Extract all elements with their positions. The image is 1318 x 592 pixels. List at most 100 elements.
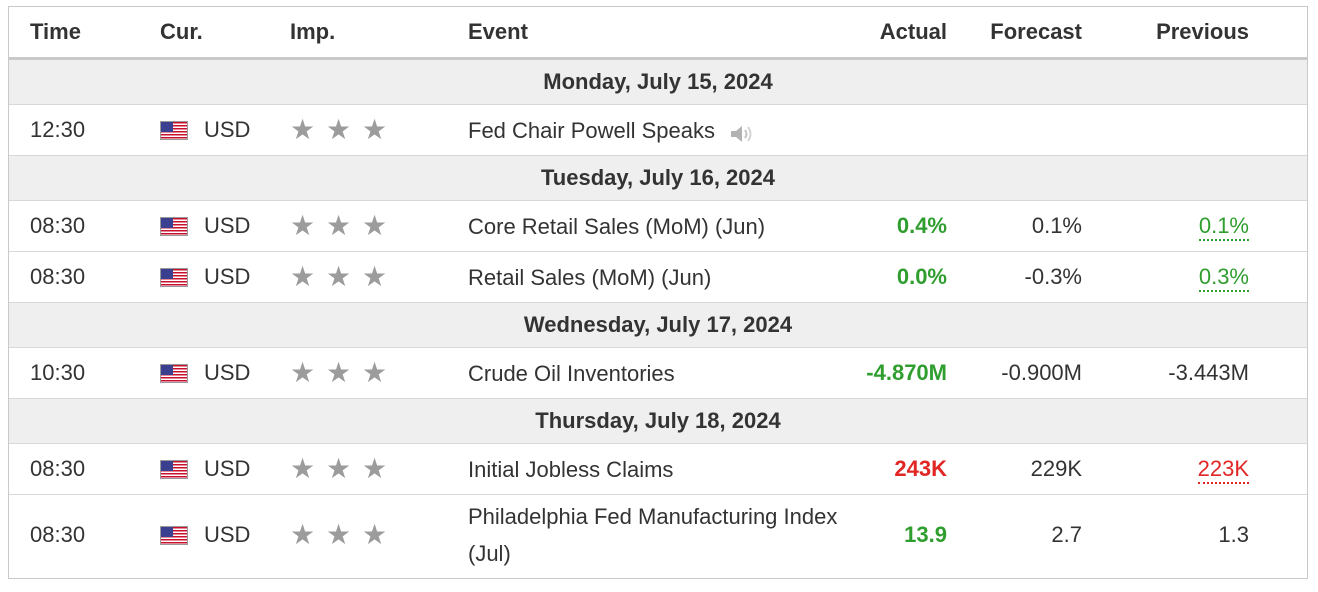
event-row[interactable]: 08:30 USD ★ ★ ★ Philadelphia Fed Manufacturin… — [9, 495, 1307, 576]
event-forecast-cell: 2.7 — [947, 495, 1082, 576]
event-forecast: -0.900M — [1001, 360, 1082, 385]
event-currency-cell: USD — [160, 251, 290, 303]
row-spacer — [1249, 443, 1307, 495]
event-forecast: 0.1% — [1031, 213, 1082, 238]
date-label: Wednesday, July 17, 2024 — [9, 302, 1307, 348]
column-header-previous[interactable]: Previous — [1082, 7, 1249, 60]
event-actual: 0.0% — [896, 264, 947, 289]
date-row: Monday, July 15, 2024 — [9, 58, 1307, 105]
us-flag-icon — [160, 267, 188, 287]
event-previous[interactable]: 0.3% — [1198, 264, 1249, 292]
calendar-body: Monday, July 15, 2024 12:30 USD ★ ★ ★ Fed Chai… — [9, 58, 1307, 576]
calendar-table: Time Cur. Imp. Event Actual Forecast Pre… — [9, 7, 1307, 576]
event-actual-cell: 13.9 — [848, 495, 947, 576]
event-name[interactable]: Philadelphia Fed Manufacturing Index (Ju… — [468, 504, 838, 566]
event-previous: 1.3 — [1218, 522, 1249, 547]
event-name[interactable]: Fed Chair Powell Speaks — [468, 117, 716, 143]
column-header-event[interactable]: Event — [468, 7, 848, 60]
event-forecast-cell: -0.3% — [947, 251, 1082, 303]
speaker-icon[interactable] — [729, 119, 755, 142]
event-time: 08:30 — [30, 522, 86, 547]
importance-star-icon: ★ — [362, 518, 388, 551]
importance-star-icon: ★ — [362, 452, 388, 485]
event-row[interactable]: 10:30 USD ★ ★ ★ Crude Oil Inventories -4.870M -… — [9, 347, 1307, 399]
event-currency: USD — [204, 213, 251, 238]
importance-star-icon: ★ — [362, 113, 388, 146]
event-actual: 243K — [894, 456, 947, 481]
row-spacer — [1249, 104, 1307, 156]
event-importance: ★ ★ ★ — [290, 104, 468, 156]
event-row[interactable]: 12:30 USD ★ ★ ★ Fed Chair Powell Speaks — [9, 104, 1307, 156]
date-row: Tuesday, July 16, 2024 — [9, 155, 1307, 201]
importance-star-icon: ★ — [290, 452, 316, 485]
importance-star-icon: ★ — [326, 260, 352, 293]
event-currency-cell: USD — [160, 443, 290, 495]
event-time: 12:30 — [9, 104, 160, 156]
event-name-cell: Retail Sales (MoM) (Jun) — [468, 251, 848, 303]
event-forecast: 229K — [1030, 456, 1082, 481]
us-flag-icon — [160, 459, 188, 479]
row-spacer — [1249, 251, 1307, 303]
importance-star-icon: ★ — [362, 356, 388, 389]
column-header-actual[interactable]: Actual — [848, 7, 947, 60]
event-actual-cell — [848, 104, 947, 156]
row-spacer — [1249, 495, 1307, 576]
us-flag-icon — [160, 363, 188, 383]
date-label: Thursday, July 18, 2024 — [9, 398, 1307, 444]
column-header-spacer — [1249, 7, 1307, 60]
event-forecast: -0.3% — [1024, 264, 1082, 289]
event-currency: USD — [204, 264, 251, 289]
event-name-cell: Fed Chair Powell Speaks — [468, 104, 848, 156]
event-row[interactable]: 08:30 USD ★ ★ ★ Initial Jobless Claims 243K 229… — [9, 443, 1307, 495]
event-previous: -3.443M — [1168, 360, 1249, 385]
column-header-time[interactable]: Time — [9, 7, 160, 60]
event-currency-cell: USD — [160, 200, 290, 252]
event-currency-cell: USD — [160, 495, 290, 576]
event-row[interactable]: 08:30 USD ★ ★ ★ Core Retail Sales (MoM) (Jun)… — [9, 200, 1307, 252]
event-name[interactable]: Retail Sales (MoM) (Jun) — [468, 264, 712, 290]
event-importance: ★ ★ ★ — [290, 495, 468, 576]
economic-calendar: Time Cur. Imp. Event Actual Forecast Pre… — [8, 6, 1308, 579]
event-forecast-cell: 229K — [947, 443, 1082, 495]
event-time: 08:30 — [9, 200, 160, 252]
event-name[interactable]: Initial Jobless Claims — [468, 456, 674, 482]
row-spacer — [1249, 200, 1307, 252]
importance-star-icon: ★ — [290, 518, 316, 551]
event-previous-cell: 1.3 — [1082, 495, 1249, 576]
event-forecast-cell: -0.900M — [947, 347, 1082, 399]
event-name-cell: Crude Oil Inventories — [468, 347, 848, 399]
event-currency: USD — [204, 360, 251, 385]
event-previous[interactable]: 223K — [1197, 456, 1249, 484]
importance-star-icon: ★ — [326, 452, 352, 485]
event-importance: ★ ★ ★ — [290, 347, 468, 399]
date-row: Thursday, July 18, 2024 — [9, 398, 1307, 444]
event-previous-cell: 223K — [1082, 443, 1249, 495]
date-label: Tuesday, July 16, 2024 — [9, 155, 1307, 201]
importance-star-icon: ★ — [290, 260, 316, 293]
event-actual-cell: 0.0% — [848, 251, 947, 303]
event-currency: USD — [204, 117, 251, 142]
event-previous-cell: -3.443M — [1082, 347, 1249, 399]
event-time: 08:30 — [9, 443, 160, 495]
importance-star-icon: ★ — [326, 356, 352, 389]
importance-star-icon: ★ — [326, 113, 352, 146]
date-label: Monday, July 15, 2024 — [9, 58, 1307, 105]
event-previous[interactable]: 0.1% — [1198, 213, 1249, 241]
event-time: 10:30 — [9, 347, 160, 399]
column-header-currency[interactable]: Cur. — [160, 7, 290, 60]
importance-star-icon: ★ — [290, 209, 316, 242]
importance-star-icon: ★ — [326, 518, 352, 551]
header-row: Time Cur. Imp. Event Actual Forecast Pre… — [9, 7, 1307, 60]
importance-star-icon: ★ — [326, 209, 352, 242]
column-header-importance[interactable]: Imp. — [290, 7, 468, 60]
event-actual: 0.4% — [896, 213, 947, 238]
column-header-forecast[interactable]: Forecast — [947, 7, 1082, 60]
event-row[interactable]: 08:30 USD ★ ★ ★ Retail Sales (MoM) (Jun) 0.0% -… — [9, 251, 1307, 303]
event-name[interactable]: Crude Oil Inventories — [468, 360, 675, 386]
event-currency-cell: USD — [160, 347, 290, 399]
event-name-cell: Core Retail Sales (MoM) (Jun) — [468, 200, 848, 252]
event-actual-cell: 0.4% — [848, 200, 947, 252]
event-currency: USD — [204, 456, 251, 481]
us-flag-icon — [160, 120, 188, 140]
event-name[interactable]: Core Retail Sales (MoM) (Jun) — [468, 213, 766, 239]
